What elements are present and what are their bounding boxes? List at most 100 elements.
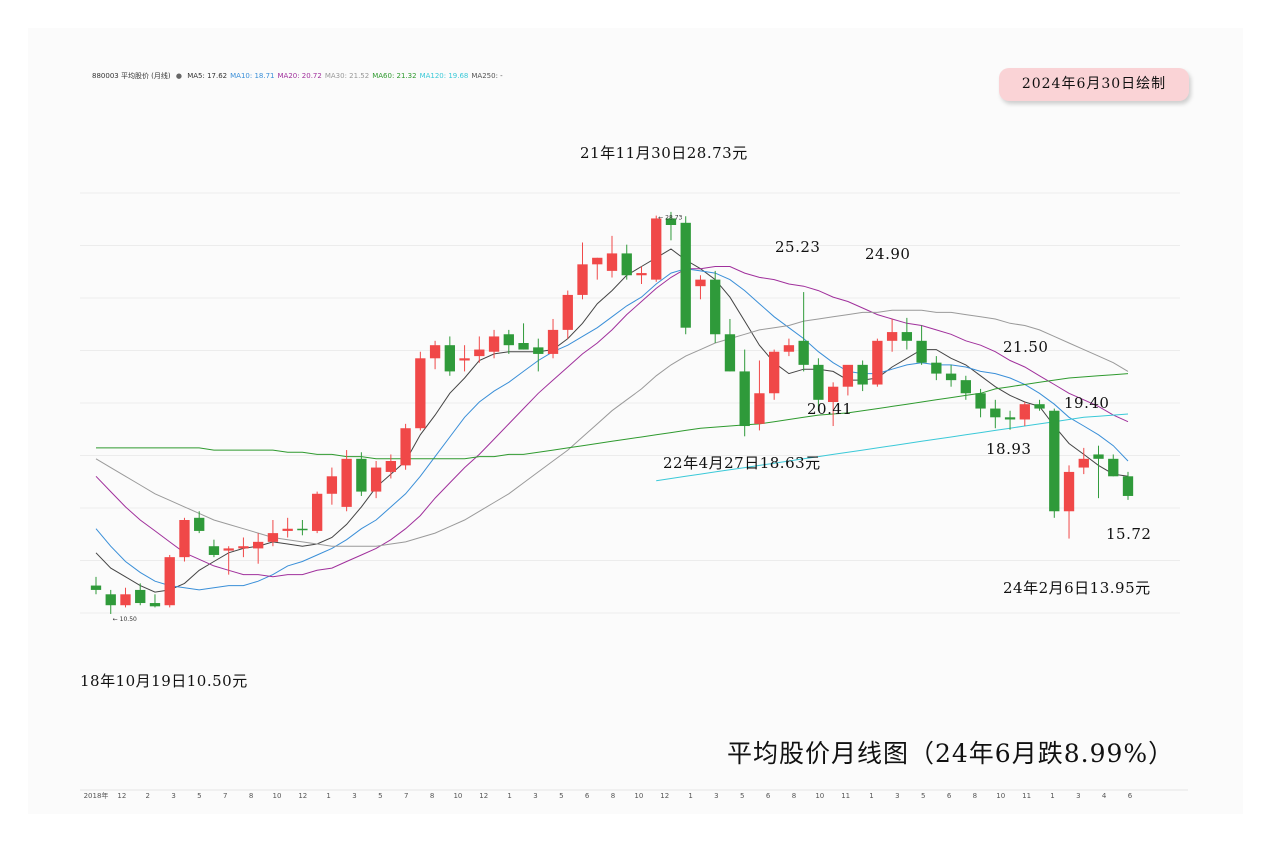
candle-body [665,218,677,225]
candle [503,329,514,354]
candle [695,275,706,300]
x-tick-label: 6 [766,792,771,800]
candle [370,461,382,499]
ma-line-ma5 [95,248,1129,593]
candle-body [739,371,750,427]
candle-body [179,520,190,558]
candle-body [651,218,662,280]
x-tick-label: 2018年 [84,791,109,800]
candle [282,517,293,538]
candle [164,554,175,608]
ma-line-ma20 [95,266,1129,578]
candle [356,452,367,496]
candle-body [518,343,529,350]
low-marker: ← 10.50 [113,616,137,623]
candle-body [149,603,161,607]
candle [1108,454,1119,477]
annotation-25-23: 25.23 [775,238,821,256]
x-tick-label: 4 [1102,792,1107,800]
x-tick-label: 7 [223,792,227,800]
grid-lines [80,192,1180,614]
x-tick-label: 8 [973,792,977,800]
chart-subtitle: 平均股价月线图（24年6月跌8.99%） [727,739,1175,768]
candle [577,242,588,300]
candle [1093,445,1104,499]
candle [1049,408,1060,518]
x-tick-label: 6 [947,792,952,800]
x-tick-label: 5 [197,792,201,800]
candle-body [975,393,986,409]
candle-body [297,528,308,531]
x-tick-label: 10 [272,792,281,800]
candle [1019,402,1030,427]
candle-body [135,589,146,604]
x-tick-label: 5 [559,792,563,800]
candle-body [1019,404,1030,420]
candle-body [208,546,220,555]
x-tick-label: 10 [996,792,1005,800]
candle-body [857,364,868,385]
candle [238,537,249,558]
annotation-19-40: 19.40 [1064,394,1110,412]
candle [105,589,116,614]
candle-body [1034,404,1045,409]
annotation-15-72: 15.72 [1106,525,1152,543]
candle-body [592,257,603,265]
legend-items: MA5: 17.62 MA10: 18.71 MA20: 20.72 MA30: 21… [187,72,505,80]
x-tick-label: 8 [430,792,434,800]
candle [621,244,632,280]
candle [1034,399,1045,411]
candle [488,329,500,359]
annotation-24-90: 24.90 [865,245,911,263]
candle-body [341,458,352,507]
candle-body [223,548,234,551]
candle-body [1122,476,1134,496]
candle-body [990,408,1001,418]
candle-body [1108,458,1119,477]
ma-line-ma10 [95,268,1129,591]
candle-body [105,594,116,606]
candle-body [164,557,175,606]
candle-body [1063,471,1075,512]
candle [90,576,102,595]
x-tick-label: 12 [479,792,488,800]
candle [253,533,264,564]
candle-body [798,340,809,365]
candle [1004,410,1016,430]
legend-item-0: MA5: 17.62 [187,72,228,80]
candle [179,517,190,562]
candle [916,325,927,365]
legend-item-5: MA120: 19.68 [419,72,469,80]
candle [945,364,957,387]
candle-body [488,336,500,352]
x-tick-label: 12 [298,792,307,800]
legend-item-3: MA30: 21.52 [324,72,370,80]
candle [724,318,736,372]
x-axis: 2018年 12 2 3 5 7 8 10 12 1 3 5 7 8 10 12 1 3 5 6 8 10 12 1 3 5 6 8 1… [80,789,1188,800]
chart-frame: ← 28.73 ← 10.50 2018年 12 2 3 5 7 8 10 12 1 3 5 7 8 10 12… [28,28,1243,814]
candle-body [1004,417,1016,420]
candle-body [621,253,632,276]
x-tick-label: 6 [1128,792,1133,800]
candle [769,349,780,400]
peak-marker: ← 28.73 [658,215,682,222]
candle-body [577,264,588,295]
candle-body [916,340,927,363]
x-tick-label: 1 [869,792,873,800]
candle-body [695,279,706,287]
candle [886,318,898,352]
candle [194,511,205,534]
x-tick-label: 11 [1022,792,1031,800]
candle [651,215,662,282]
candle [400,423,411,470]
candle-body [901,332,913,341]
legend-item-6: MA250: - [471,72,503,80]
candle [857,360,868,392]
candle-body [238,546,249,549]
x-tick-label: 3 [895,792,899,800]
candle-body [444,345,455,372]
candle-body [370,467,382,492]
candle-body [194,517,205,531]
candle [533,338,544,372]
candle-body [1049,410,1060,512]
